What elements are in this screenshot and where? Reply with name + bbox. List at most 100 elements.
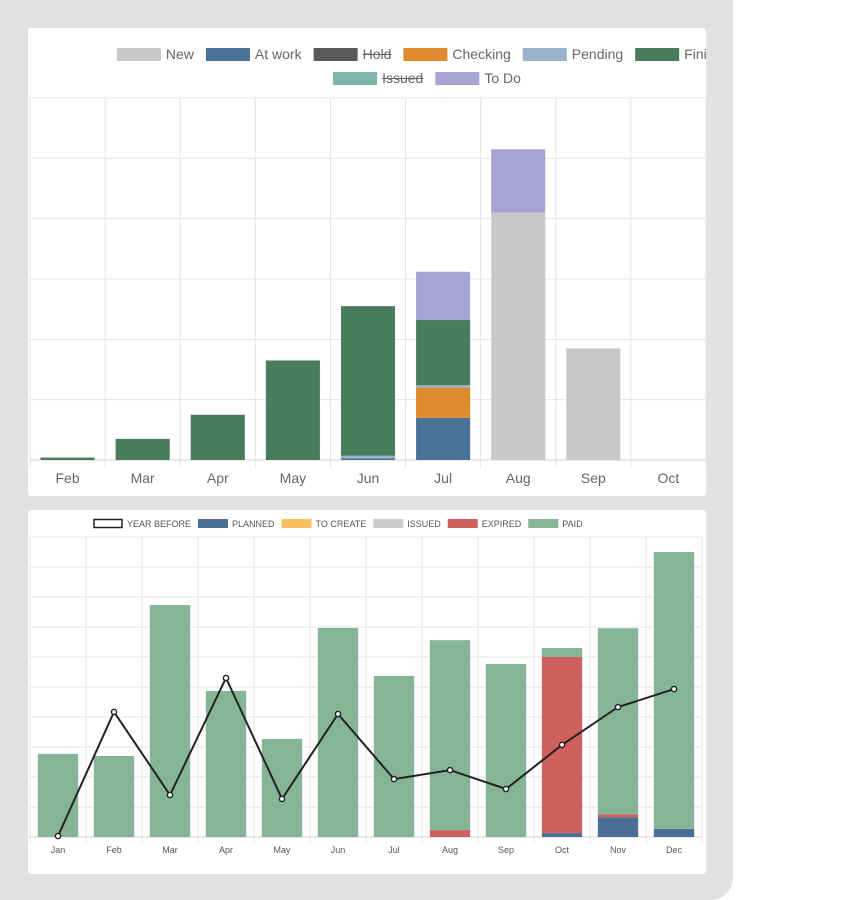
bar-paid-jan[interactable] <box>37 753 79 837</box>
x-tick-label: Feb <box>106 845 122 855</box>
legend-label: EXPIRED <box>482 519 522 529</box>
legend-swatch <box>313 48 358 61</box>
bar-paid-feb[interactable] <box>93 756 135 837</box>
x-tick-label: Jul <box>388 845 400 855</box>
legend-swatch <box>373 519 404 528</box>
legend-item-issued[interactable]: Issued <box>333 70 424 86</box>
point-year-before-jul[interactable] <box>390 775 398 783</box>
status-chart-card: Feb Mar Apr May Jun Jul Aug Sep Oct New At work Hol… <box>28 28 706 496</box>
point-year-before-mar[interactable] <box>166 791 174 799</box>
legend-item-year-before[interactable]: YEAR BEFORE <box>93 518 191 529</box>
bar-paid-jul[interactable] <box>373 675 415 837</box>
legend-label: ISSUED <box>407 519 441 529</box>
legend-item-checking[interactable]: Checking <box>403 46 511 62</box>
bar-pending-jul[interactable] <box>416 385 471 388</box>
point-year-before-may[interactable] <box>278 795 286 803</box>
bar-paid-apr[interactable] <box>205 690 247 837</box>
x-tick-label: Jun <box>331 845 346 855</box>
bar-at-work-jul[interactable] <box>416 417 471 460</box>
legend-item-paid[interactable]: PAID <box>528 519 583 529</box>
payments-stacked-bar-chart: Jan Feb Mar Apr May Jun Jul Aug Sep Oct Nov Dec YEAR… <box>29 518 703 855</box>
bar-planned-dec[interactable] <box>653 828 695 837</box>
legend-item-planned[interactable]: PLANNED <box>198 519 275 529</box>
legend-label: Checking <box>452 46 510 62</box>
bar-expired-aug[interactable] <box>429 830 471 837</box>
legend-item-issued[interactable]: ISSUED <box>373 519 441 529</box>
legend-swatch <box>93 518 123 529</box>
point-year-before-nov[interactable] <box>614 703 622 711</box>
status-stacked-bar-chart: Feb Mar Apr May Jun Jul Aug Sep Oct New At work Hol… <box>29 46 706 486</box>
bar-paid-aug[interactable] <box>429 640 471 831</box>
bar-finished-feb[interactable] <box>40 457 95 460</box>
x-tick-label: Jan <box>51 845 66 855</box>
legend-item-hold[interactable]: Hold <box>313 46 392 62</box>
bar-finished-jun[interactable] <box>340 306 396 456</box>
point-year-before-jun[interactable] <box>334 710 342 718</box>
x-tick-label: Apr <box>219 845 233 855</box>
bar-to-do-aug[interactable] <box>491 149 546 213</box>
legend-item-to-do[interactable]: To Do <box>435 70 521 86</box>
legend-label: PLANNED <box>232 519 275 529</box>
bar-paid-nov[interactable] <box>597 628 639 815</box>
legend-swatch <box>447 519 478 528</box>
legend-swatch <box>116 48 161 61</box>
legend-label: Pending <box>572 46 623 62</box>
legend-label: PAID <box>562 519 583 529</box>
bar-new-sep[interactable] <box>566 348 621 460</box>
point-year-before-sep[interactable] <box>502 785 510 793</box>
x-tick-label: Feb <box>55 470 79 486</box>
bar-planned-nov[interactable] <box>597 817 639 837</box>
bar-pending-jun[interactable] <box>340 455 396 459</box>
legend-label: At work <box>255 46 303 62</box>
x-tick-label: Apr <box>207 470 229 486</box>
line-year-before[interactable] <box>57 675 675 837</box>
legend-item-pending[interactable]: Pending <box>522 46 623 62</box>
bar-finished-jul[interactable] <box>416 320 471 386</box>
payments-chart-card: Jan Feb Mar Apr May Jun Jul Aug Sep Oct Nov Dec YEAR… <box>28 510 706 874</box>
x-tick-label: Sep <box>581 470 606 486</box>
legend-item-new[interactable]: New <box>116 46 195 62</box>
legend-item-at-work[interactable]: At work <box>205 46 303 62</box>
legend-label: YEAR BEFORE <box>127 519 191 529</box>
bar-paid-oct[interactable] <box>541 648 583 657</box>
bar-to-do-jul[interactable] <box>416 271 471 321</box>
dashboard-frame: Feb Mar Apr May Jun Jul Aug Sep Oct New At work Hol… <box>0 0 733 900</box>
x-tick-label: May <box>280 470 306 486</box>
legend-swatch <box>198 519 229 528</box>
bar-finished-apr[interactable] <box>190 414 245 460</box>
legend-item-finished[interactable]: Finished <box>635 46 706 62</box>
bar-paid-jun[interactable] <box>317 627 359 837</box>
point-year-before-oct[interactable] <box>558 741 566 749</box>
x-tick-label: Oct <box>555 845 570 855</box>
bar-new-aug[interactable] <box>491 212 546 460</box>
x-tick-label: Aug <box>442 845 458 855</box>
point-year-before-dec[interactable] <box>670 685 678 693</box>
bar-at-work-jun[interactable] <box>340 458 396 460</box>
legend-label: Finished <box>684 46 706 62</box>
bar-finished-may[interactable] <box>265 360 320 460</box>
bar-expired-nov[interactable] <box>597 814 639 818</box>
x-tick-label: Jun <box>357 470 380 486</box>
bar-paid-may[interactable] <box>261 738 303 837</box>
point-year-before-aug[interactable] <box>446 766 454 774</box>
legend-swatch <box>435 72 480 85</box>
bar-paid-sep[interactable] <box>485 663 527 837</box>
legend-item-to-create[interactable]: TO CREATE <box>281 519 367 529</box>
bar-checking-jul[interactable] <box>416 387 471 418</box>
point-year-before-apr[interactable] <box>222 674 230 682</box>
point-year-before-jan[interactable] <box>54 832 62 840</box>
x-tick-label: Dec <box>666 845 683 855</box>
legend-item-expired[interactable]: EXPIRED <box>447 519 522 529</box>
bar-finished-mar[interactable] <box>115 438 170 460</box>
x-tick-label: Nov <box>610 845 627 855</box>
bar-planned-oct[interactable] <box>541 833 583 837</box>
legend-swatch <box>281 519 312 528</box>
bar-paid-mar[interactable] <box>149 605 191 837</box>
point-year-before-feb[interactable] <box>110 708 118 716</box>
legend-label: To Do <box>484 70 521 86</box>
legend-swatch <box>205 48 250 61</box>
legend-swatch <box>635 48 680 61</box>
legend-swatch <box>528 519 559 528</box>
legend-swatch <box>522 48 567 61</box>
x-tick-label: May <box>273 845 291 855</box>
